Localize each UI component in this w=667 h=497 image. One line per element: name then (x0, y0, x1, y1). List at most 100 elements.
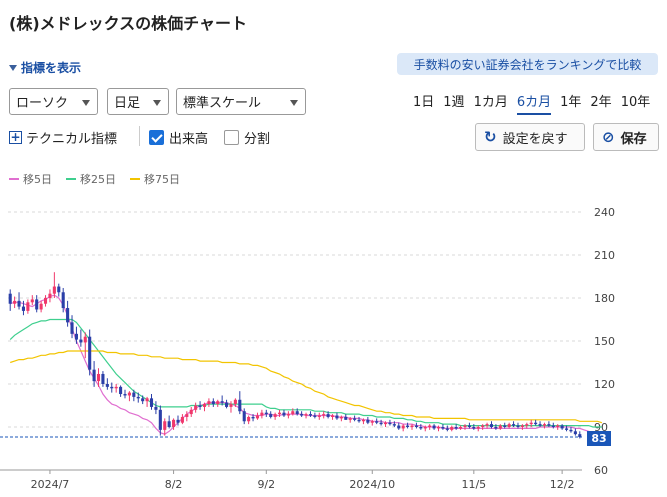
show-indicators-label: 指標を表示 (21, 61, 82, 75)
candle-body (127, 392, 131, 396)
candle-body (375, 421, 379, 423)
candle-body (357, 419, 361, 422)
candle-body (454, 427, 458, 429)
period-tab-6m[interactable]: 6カ月 (516, 91, 552, 115)
candle-body (339, 416, 343, 419)
period-tab-1d[interactable]: 1日 (413, 95, 435, 110)
candle-body (428, 425, 432, 427)
checkbox-checked-icon (149, 130, 164, 145)
candle-body (308, 414, 312, 416)
interval-select[interactable]: 日足 (107, 88, 169, 115)
candle-body (503, 425, 507, 427)
candle-body (445, 428, 449, 430)
page-title: (株)メドレックスの株価チャート (9, 14, 247, 33)
candle-body (534, 422, 538, 425)
chevron-down-icon (82, 100, 90, 106)
candle-body (48, 293, 52, 298)
candle-body (313, 415, 317, 417)
candle-body (194, 405, 198, 410)
candle-body (463, 425, 467, 427)
candle-body (123, 394, 127, 396)
save-button[interactable]: ⊘ 保存 (593, 123, 659, 151)
technical-indicator-button[interactable]: + テクニカル指標 (9, 128, 117, 147)
chart-type-select[interactable]: ローソク (9, 88, 98, 115)
candle-body (392, 424, 396, 426)
volume-checkbox[interactable]: 出来高 (149, 128, 208, 147)
candle-body (441, 427, 445, 429)
candle-body (132, 392, 136, 397)
candle-body (211, 401, 215, 405)
plus-icon: + (9, 130, 22, 144)
split-checkbox[interactable]: 分割 (224, 128, 270, 147)
candle-body (419, 427, 423, 429)
period-tab-1w[interactable]: 1週 (443, 95, 465, 110)
interval-value: 日足 (114, 96, 141, 111)
candle-body (30, 299, 34, 303)
scale-value: 標準スケール (183, 96, 262, 111)
candle-body (516, 425, 520, 427)
divider (139, 126, 140, 146)
candle-body (410, 425, 414, 427)
split-label: 分割 (244, 132, 271, 147)
candle-body (542, 424, 547, 426)
candle-body (207, 401, 211, 405)
show-indicators-toggle[interactable]: 指標を表示 (9, 59, 81, 76)
candle-body (344, 416, 348, 420)
legend-swatch (66, 178, 76, 180)
candle-body (220, 401, 224, 403)
candle-body (436, 427, 441, 429)
candle-body (26, 302, 30, 311)
broker-ranking-link[interactable]: 手数料の安い証券会社をランキングで比較 (397, 53, 658, 75)
candle-body (198, 405, 202, 407)
candle-body (525, 424, 529, 426)
candle-body (247, 416, 251, 422)
x-tick-label: 12/2 (550, 478, 575, 491)
candle-body (163, 421, 167, 430)
x-tick-label: 11/5 (461, 478, 486, 491)
candle-body (88, 336, 92, 370)
scale-select[interactable]: 標準スケール (176, 88, 306, 115)
candle-body (92, 369, 96, 382)
candle-body (269, 414, 273, 417)
chevron-down-icon (153, 100, 161, 106)
candle-body (485, 424, 489, 426)
candle-body (83, 336, 87, 343)
candle-body (176, 419, 180, 423)
candle-body (406, 425, 410, 427)
candle-body (180, 416, 184, 423)
candle-body (547, 424, 551, 426)
candle-body (569, 429, 573, 432)
x-tick-label: 8/2 (165, 478, 183, 491)
period-tab-1y[interactable]: 1年 (560, 95, 582, 110)
refresh-icon: ↻ (484, 128, 497, 146)
period-tab-10y[interactable]: 10年 (620, 95, 651, 110)
legend-swatch (130, 178, 140, 180)
candle-body (414, 425, 418, 427)
candle-body (300, 414, 304, 416)
period-tab-2y[interactable]: 2年 (590, 95, 612, 110)
candle-body (141, 398, 145, 402)
candle-body (21, 306, 25, 311)
x-tick-label: 9/2 (257, 478, 275, 491)
candle-body (326, 414, 330, 417)
x-tick-label: 2024/10 (349, 478, 395, 491)
candle-body (119, 386, 123, 395)
candle-body (229, 404, 233, 407)
candle-body (383, 422, 388, 425)
paperclip-icon: ⊘ (602, 128, 615, 146)
candle-body (96, 373, 101, 382)
candle-body (13, 300, 17, 304)
candle-body (251, 416, 255, 419)
candle-body (189, 409, 193, 415)
candle-body (282, 412, 286, 416)
y-tick-label: 240 (594, 206, 615, 219)
candle-body (74, 333, 78, 340)
candle-body (172, 419, 176, 427)
candle-body (520, 425, 524, 427)
period-tab-1m[interactable]: 1カ月 (473, 95, 508, 110)
candle-body (291, 411, 295, 415)
candle-body (560, 425, 564, 429)
candle-body (158, 409, 162, 430)
reset-settings-button[interactable]: ↻ 設定を戻す (475, 123, 585, 151)
